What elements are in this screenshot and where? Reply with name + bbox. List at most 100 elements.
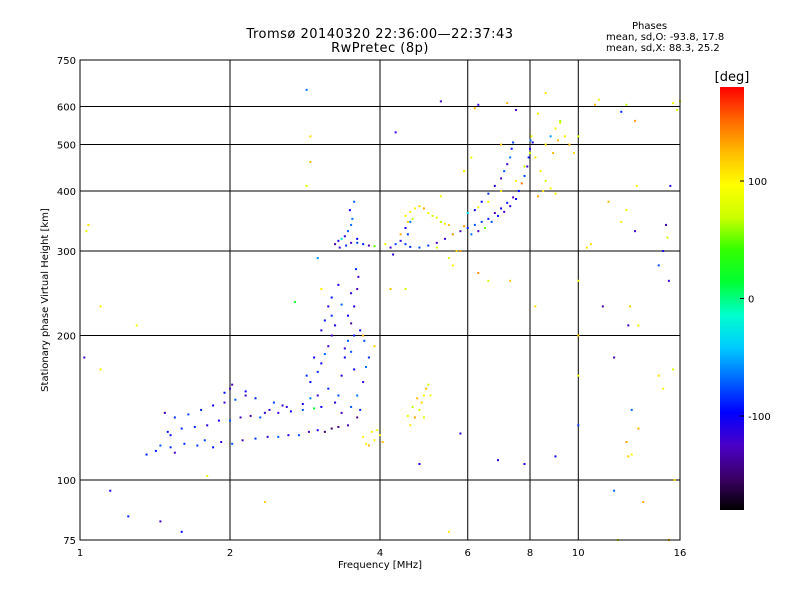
data-point-x bbox=[411, 217, 414, 220]
data-point-o bbox=[320, 329, 323, 332]
data-point-o bbox=[523, 462, 526, 465]
y-tick-label: 300 bbox=[57, 247, 76, 258]
data-point-o bbox=[244, 390, 247, 393]
data-point-o bbox=[399, 233, 402, 236]
data-point-x bbox=[544, 92, 547, 95]
data-point-o bbox=[212, 446, 215, 449]
data-point-x bbox=[542, 190, 545, 193]
data-point-o bbox=[343, 356, 346, 359]
data-point-o bbox=[669, 184, 672, 187]
data-point-o bbox=[313, 407, 316, 410]
data-point-x bbox=[435, 216, 438, 219]
data-point-x bbox=[439, 220, 442, 223]
y-tick-label: 600 bbox=[57, 103, 76, 114]
data-point-o bbox=[173, 416, 176, 419]
data-point-o bbox=[337, 425, 340, 428]
data-point-o bbox=[277, 411, 280, 414]
data-point-o bbox=[206, 424, 209, 427]
data-point-x bbox=[531, 141, 534, 144]
data-point-o bbox=[480, 200, 483, 203]
data-point-x bbox=[447, 257, 450, 260]
data-point-o bbox=[287, 434, 290, 437]
data-point-o bbox=[353, 368, 356, 371]
data-point-o bbox=[183, 442, 186, 445]
data-point-x bbox=[506, 102, 509, 105]
data-point-x bbox=[500, 190, 503, 193]
data-point-o bbox=[509, 156, 512, 159]
data-point-o bbox=[301, 403, 304, 406]
data-point-o bbox=[163, 411, 166, 414]
data-point-x bbox=[585, 246, 588, 249]
data-point-o bbox=[487, 217, 490, 220]
data-point-o bbox=[316, 429, 319, 432]
chart-title: Tromsø 20140320 22:36:00—22:37:43 bbox=[246, 27, 514, 42]
x-tick-label: 2 bbox=[227, 548, 233, 559]
data-point-o bbox=[180, 530, 183, 533]
data-point-o bbox=[254, 437, 257, 440]
data-point-x bbox=[577, 374, 580, 377]
data-point-o bbox=[330, 296, 333, 299]
data-point-o bbox=[220, 441, 223, 444]
data-point-o bbox=[330, 334, 333, 337]
data-point-o bbox=[99, 305, 102, 308]
data-point-o bbox=[353, 200, 356, 203]
data-point-o bbox=[554, 455, 557, 458]
data-point-o bbox=[523, 174, 526, 177]
data-point-x bbox=[572, 152, 575, 155]
x-axis-label: Frequency [MHz] bbox=[338, 560, 422, 571]
data-point-o bbox=[268, 408, 271, 411]
data-point-x bbox=[427, 383, 430, 386]
data-point-o bbox=[200, 408, 203, 411]
data-point-x bbox=[404, 288, 407, 291]
phase-stats-title: Phases bbox=[632, 21, 668, 32]
x-tick-label: 6 bbox=[465, 548, 471, 559]
data-point-o bbox=[320, 362, 323, 365]
data-point-o bbox=[309, 397, 312, 400]
data-point-o bbox=[241, 439, 244, 442]
data-point-o bbox=[350, 241, 353, 244]
data-point-x bbox=[409, 210, 412, 213]
data-point-x bbox=[135, 324, 138, 327]
data-point-o bbox=[466, 227, 469, 230]
data-point-o bbox=[362, 243, 365, 246]
data-point-x bbox=[409, 424, 412, 427]
data-point-x bbox=[422, 394, 425, 397]
data-point-o bbox=[515, 198, 518, 201]
data-point-x bbox=[559, 121, 562, 124]
data-point-o bbox=[289, 410, 292, 413]
data-point-x bbox=[593, 103, 596, 106]
data-point-o bbox=[154, 449, 157, 452]
data-point-o bbox=[365, 365, 368, 368]
data-point-o bbox=[169, 446, 172, 449]
grid-lines bbox=[80, 60, 680, 540]
data-point-x bbox=[309, 160, 312, 163]
data-point-o bbox=[159, 520, 162, 523]
data-point-x bbox=[515, 179, 518, 182]
data-point-x bbox=[362, 435, 365, 438]
data-point-x bbox=[620, 220, 623, 223]
data-point-o bbox=[234, 398, 237, 401]
data-point-o bbox=[334, 401, 337, 404]
y-tick-label: 400 bbox=[57, 187, 76, 198]
data-point-o bbox=[620, 110, 623, 113]
data-point-x bbox=[370, 430, 373, 433]
data-point-o bbox=[313, 356, 316, 359]
data-point-o bbox=[277, 435, 280, 438]
data-point-o bbox=[627, 324, 630, 327]
data-point-o bbox=[272, 401, 275, 404]
data-point-o bbox=[327, 387, 330, 390]
data-point-o bbox=[356, 288, 359, 291]
data-point-o bbox=[351, 217, 354, 220]
data-point-x bbox=[534, 305, 537, 308]
data-point-x bbox=[473, 107, 476, 110]
data-point-x bbox=[305, 184, 308, 187]
data-point-x bbox=[413, 207, 416, 210]
x-tick-label: 4 bbox=[377, 548, 383, 559]
data-point-o bbox=[665, 223, 668, 226]
data-point-o bbox=[503, 170, 506, 173]
data-point-x bbox=[672, 368, 675, 371]
data-point-o bbox=[526, 165, 529, 168]
data-point-o bbox=[337, 394, 340, 397]
data-point-x bbox=[451, 233, 454, 236]
data-point-x bbox=[563, 135, 566, 138]
